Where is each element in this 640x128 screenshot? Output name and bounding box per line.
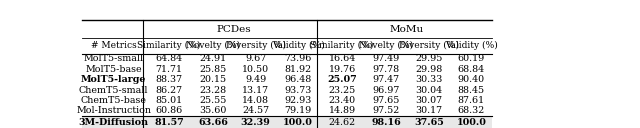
Text: 97.65: 97.65 (372, 96, 400, 105)
Text: ChemT5-small: ChemT5-small (79, 86, 148, 94)
Text: 29.98: 29.98 (415, 65, 442, 74)
Text: 3M-Diffusion: 3M-Diffusion (79, 118, 148, 127)
Text: 23.40: 23.40 (328, 96, 356, 105)
Text: Mol-Instruction: Mol-Instruction (76, 106, 151, 115)
Text: 64.84: 64.84 (156, 55, 182, 63)
Text: 14.89: 14.89 (328, 106, 356, 115)
Text: 14.08: 14.08 (242, 96, 269, 105)
Text: 79.19: 79.19 (285, 106, 312, 115)
Text: 25.85: 25.85 (199, 65, 227, 74)
Text: Validity (%): Validity (%) (272, 41, 324, 50)
Text: 96.97: 96.97 (372, 86, 400, 94)
Text: 30.04: 30.04 (415, 86, 442, 94)
Text: 29.95: 29.95 (415, 55, 442, 63)
Text: 92.93: 92.93 (285, 96, 312, 105)
Text: 88.37: 88.37 (156, 75, 182, 84)
Text: Novelty (%): Novelty (%) (186, 41, 240, 50)
Text: 25.55: 25.55 (199, 96, 227, 105)
Text: 30.07: 30.07 (415, 96, 442, 105)
Text: Similarity (%): Similarity (%) (138, 41, 201, 50)
Text: 93.73: 93.73 (285, 86, 312, 94)
Text: 24.91: 24.91 (200, 55, 227, 63)
Text: 97.78: 97.78 (372, 65, 399, 74)
Text: 81.57: 81.57 (154, 118, 184, 127)
Text: 97.47: 97.47 (372, 75, 399, 84)
Text: 97.52: 97.52 (372, 106, 399, 115)
Text: # Metrics: # Metrics (91, 41, 136, 50)
Text: 37.65: 37.65 (414, 118, 444, 127)
Text: Novelty (%): Novelty (%) (359, 41, 413, 50)
Text: 100.0: 100.0 (284, 118, 313, 127)
Text: 60.19: 60.19 (458, 55, 485, 63)
Text: 13.17: 13.17 (242, 86, 269, 94)
Text: 10.50: 10.50 (242, 65, 269, 74)
Text: Similarity (%): Similarity (%) (310, 41, 374, 50)
Text: 19.76: 19.76 (328, 65, 356, 74)
Text: 9.49: 9.49 (245, 75, 266, 84)
Text: ChemT5-base: ChemT5-base (81, 96, 147, 105)
Text: 87.61: 87.61 (458, 96, 485, 105)
Text: 30.33: 30.33 (415, 75, 442, 84)
Text: 24.62: 24.62 (328, 118, 356, 127)
Text: 30.17: 30.17 (415, 106, 442, 115)
Text: 60.86: 60.86 (156, 106, 182, 115)
Text: 100.0: 100.0 (456, 118, 486, 127)
FancyBboxPatch shape (82, 116, 492, 128)
Text: 63.66: 63.66 (198, 118, 228, 127)
Text: 73.96: 73.96 (285, 55, 312, 63)
Text: 24.57: 24.57 (242, 106, 269, 115)
Text: 23.28: 23.28 (200, 86, 227, 94)
Text: 98.16: 98.16 (371, 118, 401, 127)
Text: Diversity (%): Diversity (%) (399, 41, 459, 50)
Text: 81.92: 81.92 (285, 65, 312, 74)
Text: MolT5-base: MolT5-base (85, 65, 142, 74)
Text: 68.84: 68.84 (458, 65, 485, 74)
Text: 85.01: 85.01 (156, 96, 182, 105)
Text: 88.45: 88.45 (458, 86, 485, 94)
Text: 25.07: 25.07 (327, 75, 357, 84)
Text: 23.25: 23.25 (328, 86, 356, 94)
Text: 9.67: 9.67 (245, 55, 266, 63)
Text: 35.60: 35.60 (199, 106, 227, 115)
Text: MolT5-small: MolT5-small (84, 55, 144, 63)
Text: 71.71: 71.71 (156, 65, 182, 74)
Text: 97.49: 97.49 (372, 55, 399, 63)
Text: 16.64: 16.64 (328, 55, 356, 63)
Text: Validity (%): Validity (%) (445, 41, 498, 50)
Text: 86.27: 86.27 (156, 86, 182, 94)
Text: 96.48: 96.48 (285, 75, 312, 84)
Text: MoMu: MoMu (390, 25, 424, 34)
Text: Diversity (%): Diversity (%) (225, 41, 285, 50)
Text: MolT5-large: MolT5-large (81, 75, 147, 84)
Text: 90.40: 90.40 (458, 75, 485, 84)
Text: 68.32: 68.32 (458, 106, 485, 115)
Text: 20.15: 20.15 (200, 75, 227, 84)
Text: PCDes: PCDes (216, 25, 251, 34)
Text: 32.39: 32.39 (241, 118, 271, 127)
